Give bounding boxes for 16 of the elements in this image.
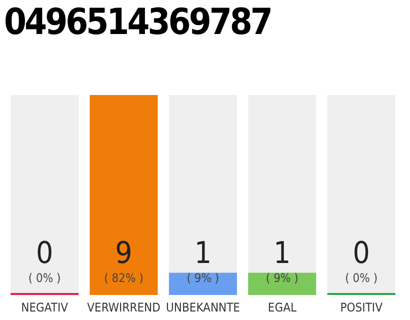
data-label: 9 xyxy=(115,236,132,271)
data-label: 1 xyxy=(194,236,212,271)
data-label: 0 xyxy=(352,236,370,271)
data-label: 1 xyxy=(274,236,291,271)
data-label: 0 xyxy=(36,236,54,271)
annotation: ( 9% ) xyxy=(266,271,298,285)
x-tick-label: UNBEKANNTE xyxy=(166,300,240,315)
x-tick-label: VERWIRREND xyxy=(87,300,160,315)
x-tick-label: POSITIV xyxy=(340,300,384,315)
chart-title: 0496514369787 xyxy=(4,2,271,44)
x-tick-label: EGAL xyxy=(268,300,296,315)
annotation: ( 9% ) xyxy=(186,271,220,285)
annotation: ( 0% ) xyxy=(345,271,378,285)
x-tick-label: NEGATIV xyxy=(21,300,69,315)
annotation: ( 82% ) xyxy=(104,271,144,285)
annotation: ( 0% ) xyxy=(28,271,61,285)
